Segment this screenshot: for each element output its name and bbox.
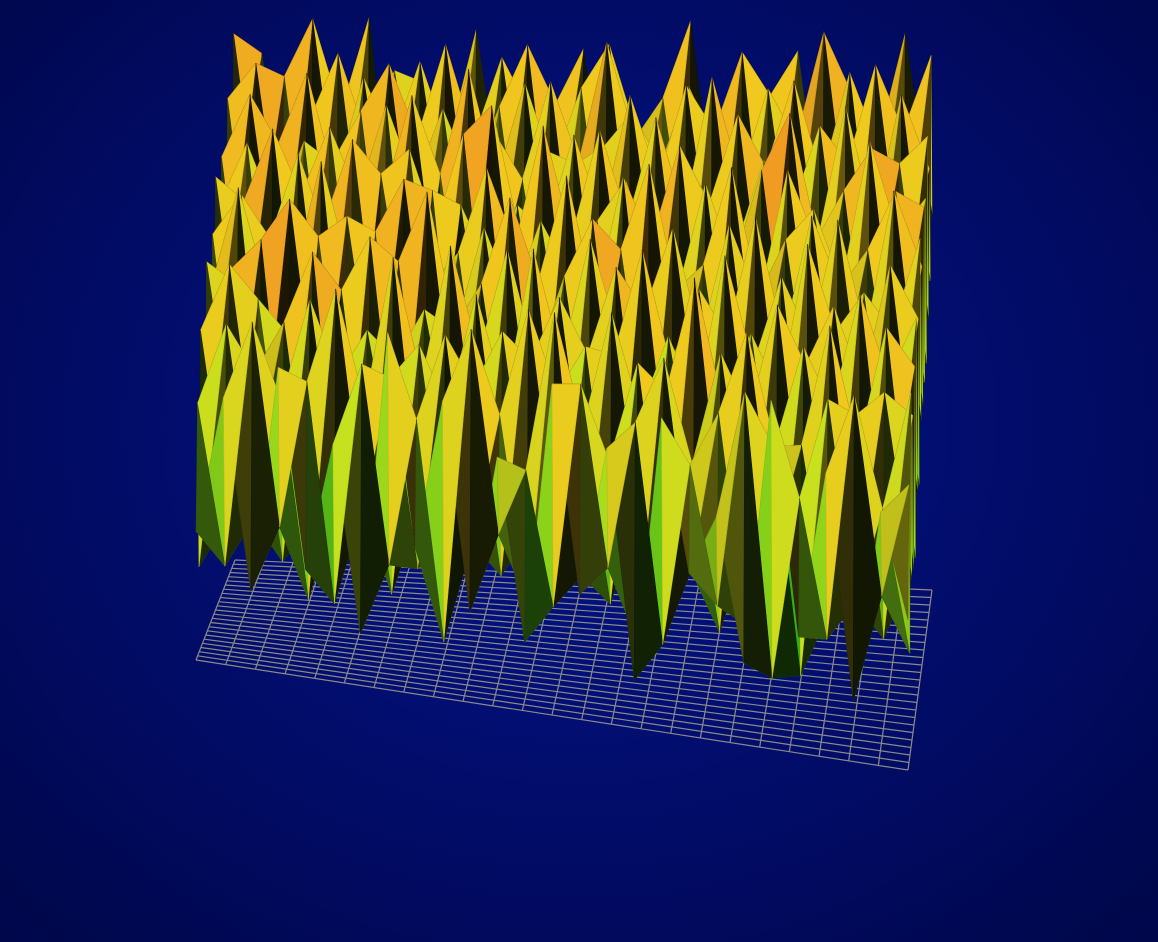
surface-facet xyxy=(880,484,910,597)
surface-facet xyxy=(524,469,554,643)
surface-facet xyxy=(852,395,882,702)
surface-facet xyxy=(825,395,855,640)
surface-facet xyxy=(743,391,773,679)
surface-facet xyxy=(798,498,828,640)
surface-facet xyxy=(277,367,308,528)
surface-facet xyxy=(223,321,253,567)
grid-line-x xyxy=(907,589,933,771)
surface-facet xyxy=(496,456,527,535)
surface-facet xyxy=(195,403,226,567)
surface-mesh xyxy=(195,17,933,702)
surface-facet xyxy=(305,381,335,605)
surface-facet xyxy=(661,417,691,645)
surface-facet xyxy=(332,363,363,605)
surface-facet xyxy=(770,400,800,679)
surface-facet xyxy=(359,363,390,635)
surface-facet xyxy=(606,422,636,569)
surface-facet xyxy=(688,464,718,607)
surface-facet xyxy=(579,383,609,595)
surface-facet xyxy=(715,391,746,607)
surface-facet xyxy=(469,328,499,613)
surface-facet xyxy=(442,328,472,642)
surface-facet xyxy=(250,321,280,592)
surface-facet xyxy=(633,422,664,681)
surface-facet xyxy=(387,332,417,566)
surface-facet xyxy=(414,419,445,642)
surface-facet xyxy=(551,383,581,608)
